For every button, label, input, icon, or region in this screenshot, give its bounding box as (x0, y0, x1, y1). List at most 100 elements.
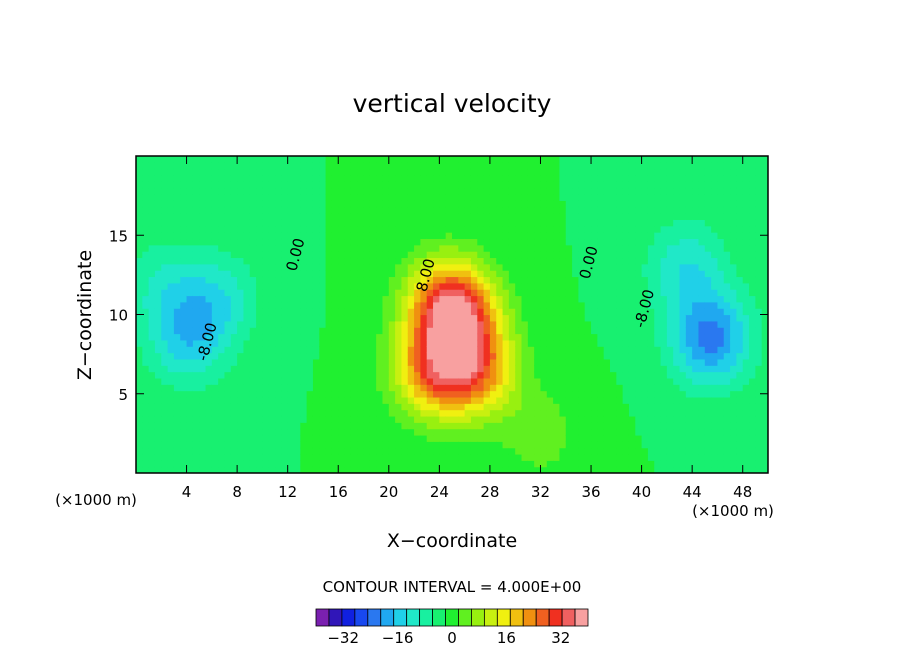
heatmap-cell (294, 257, 301, 265)
heatmap-cell (433, 339, 440, 347)
heatmap-cell (736, 403, 744, 411)
heatmap-cell (426, 339, 434, 347)
heatmap-cell (730, 352, 737, 360)
heatmap-cell (527, 460, 535, 468)
heatmap-cell (211, 352, 219, 360)
heatmap-cell (142, 282, 150, 290)
heatmap-cell (376, 276, 384, 284)
heatmap-cell (186, 308, 194, 316)
heatmap-cell (357, 276, 365, 284)
heatmap-cell (300, 403, 308, 411)
heatmap-cell (723, 270, 731, 278)
heatmap-cell (338, 194, 346, 201)
heatmap-cell (262, 206, 270, 214)
heatmap-cell (167, 422, 175, 430)
heatmap-cell (357, 263, 365, 271)
heatmap-cell (641, 232, 649, 240)
heatmap-cell (192, 200, 200, 208)
heatmap-cell (243, 333, 251, 341)
heatmap-cell (496, 282, 504, 290)
heatmap-cell (628, 453, 636, 461)
heatmap-cell (312, 453, 320, 461)
heatmap-cell (647, 434, 655, 442)
heatmap-cell (534, 409, 542, 417)
heatmap-cell (502, 333, 510, 341)
heatmap-cell (407, 365, 415, 373)
heatmap-cell (515, 232, 523, 240)
heatmap-cell (553, 339, 561, 347)
heatmap-cell (192, 371, 200, 379)
heatmap-cell (736, 263, 744, 271)
heatmap-cell (331, 352, 339, 360)
heatmap-cell (464, 263, 472, 271)
heatmap-cell (414, 441, 421, 449)
heatmap-cell (565, 384, 573, 392)
heatmap-cell (167, 415, 175, 423)
heatmap-cell (572, 447, 579, 455)
heatmap-cell (723, 358, 731, 366)
heatmap-cell (350, 377, 358, 385)
heatmap-cell (363, 314, 371, 322)
heatmap-cell (294, 339, 301, 347)
heatmap-cell (142, 352, 150, 360)
heatmap-cell (647, 346, 655, 354)
heatmap-cell (306, 187, 314, 195)
heatmap-cell (344, 194, 352, 201)
heatmap-cell (711, 270, 719, 278)
heatmap-cell (761, 308, 768, 316)
heatmap-cell (249, 225, 257, 233)
heatmap-cell (610, 320, 617, 328)
heatmap-cell (603, 276, 611, 284)
heatmap-cell (534, 175, 542, 182)
heatmap-cell (433, 162, 440, 170)
heatmap-cell (704, 213, 712, 220)
heatmap-cell (224, 257, 232, 265)
heatmap-cell (199, 396, 207, 404)
heatmap-cell (616, 346, 624, 354)
heatmap-cell (559, 308, 567, 316)
heatmap-cell (502, 251, 510, 259)
heatmap-cell (742, 466, 750, 473)
heatmap-cell (237, 453, 245, 461)
heatmap-cell (249, 156, 257, 163)
heatmap-cell (761, 320, 768, 328)
heatmap-cell (597, 289, 605, 297)
heatmap-cell (704, 466, 712, 473)
heatmap-cell (192, 390, 200, 398)
heatmap-cell (470, 403, 478, 411)
heatmap-cell (660, 333, 668, 341)
heatmap-cell (527, 225, 535, 233)
heatmap-cell (199, 403, 207, 411)
heatmap-cell (382, 434, 390, 442)
heatmap-cell (565, 168, 573, 176)
heatmap-cell (148, 358, 156, 366)
heatmap-cell (325, 187, 333, 195)
heatmap-cell (635, 403, 643, 411)
heatmap-cell (527, 257, 535, 265)
heatmap-cell (622, 194, 630, 201)
heatmap-cell (635, 333, 643, 341)
heatmap-cell (730, 333, 737, 341)
heatmap-cell (692, 339, 700, 347)
heatmap-cell (559, 447, 567, 455)
heatmap-cell (230, 434, 238, 442)
heatmap-cell (622, 422, 630, 430)
heatmap-cell (192, 270, 200, 278)
heatmap-cell (192, 289, 200, 297)
heatmap-cell (508, 327, 516, 335)
heatmap-cell (521, 263, 529, 271)
heatmap-cell (730, 295, 737, 303)
heatmap-cell (312, 314, 320, 322)
heatmap-cell (742, 162, 750, 170)
heatmap-cell (666, 162, 674, 170)
heatmap-cell (597, 295, 605, 303)
heatmap-cell (161, 225, 169, 233)
heatmap-cell (521, 403, 529, 411)
heatmap-cell (300, 162, 308, 170)
heatmap-cell (287, 428, 295, 436)
heatmap-cell (306, 447, 314, 455)
heatmap-cell (483, 428, 491, 436)
heatmap-cell (452, 200, 459, 208)
heatmap-cell (635, 289, 643, 297)
heatmap-cell (211, 447, 219, 455)
